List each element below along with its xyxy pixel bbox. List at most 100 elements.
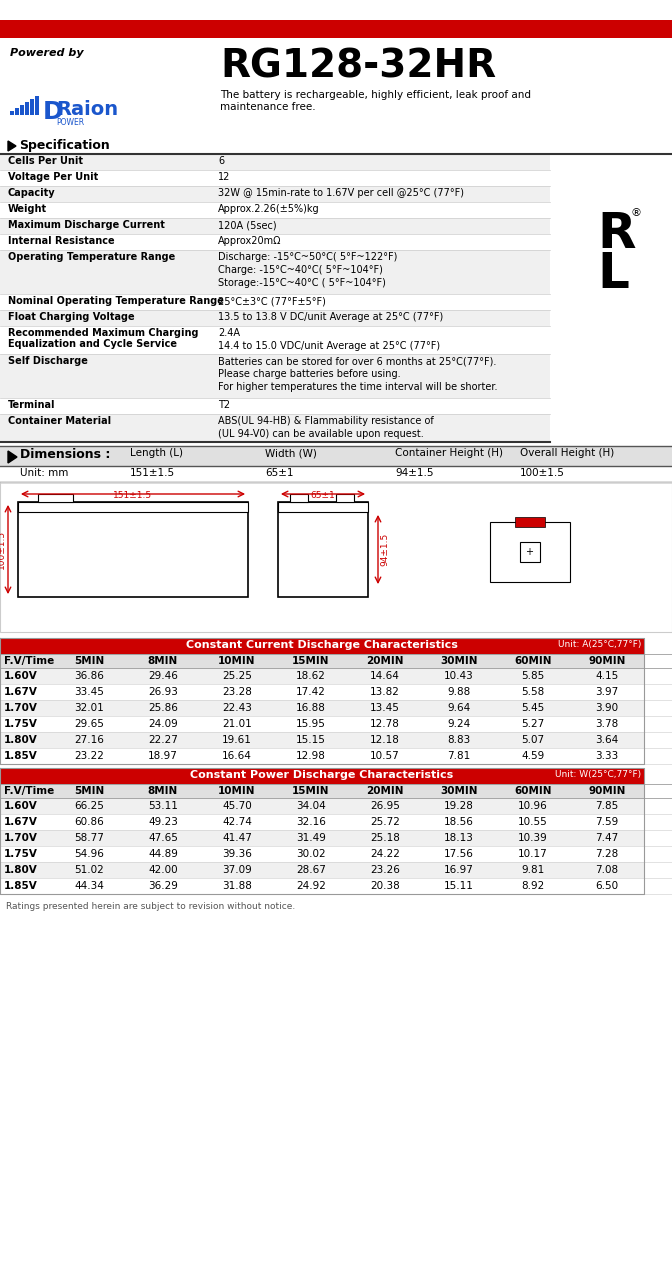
Text: 18.97: 18.97	[148, 751, 178, 762]
Text: Weight: Weight	[8, 204, 47, 214]
Text: Storage:-15°C~40°C ( 5°F~104°F): Storage:-15°C~40°C ( 5°F~104°F)	[218, 278, 386, 288]
Text: 10.57: 10.57	[370, 751, 400, 762]
Text: 94±1.5: 94±1.5	[395, 468, 433, 477]
Text: 18.56: 18.56	[444, 817, 474, 827]
Text: 12: 12	[218, 172, 230, 182]
Text: 36.86: 36.86	[74, 671, 104, 681]
Text: Powered by: Powered by	[10, 47, 83, 58]
Bar	[0, 861, 644, 878]
Bar	[0, 668, 644, 684]
Text: −: −	[525, 558, 533, 568]
Bar	[0, 234, 550, 250]
Text: Raion: Raion	[56, 100, 118, 119]
Text: Approx.2.26(±5%)kg: Approx.2.26(±5%)kg	[218, 204, 320, 214]
Text: 25.25: 25.25	[222, 671, 252, 681]
Text: 7.28: 7.28	[595, 849, 619, 859]
Text: 29.65: 29.65	[74, 719, 104, 730]
Text: 4.59: 4.59	[521, 751, 544, 762]
Bar	[0, 218, 550, 234]
Text: 12.18: 12.18	[370, 735, 400, 745]
Text: F.V/Time: F.V/Time	[4, 786, 54, 796]
Text: Voltage Per Unit: Voltage Per Unit	[8, 172, 98, 182]
Bar	[20, 105, 24, 115]
Text: Length (L): Length (L)	[130, 448, 183, 458]
Bar	[0, 878, 644, 893]
Bar	[0, 138, 672, 154]
Bar	[515, 517, 545, 527]
Text: (UL 94-V0) can be available upon request.: (UL 94-V0) can be available upon request…	[218, 429, 424, 439]
Text: 25.86: 25.86	[148, 703, 178, 713]
Text: 1.85V: 1.85V	[4, 881, 38, 891]
Text: 36.29: 36.29	[148, 881, 178, 891]
Text: 24.22: 24.22	[370, 849, 400, 859]
Bar	[0, 38, 672, 183]
Text: ABS(UL 94-HB) & Flammability resistance of: ABS(UL 94-HB) & Flammability resistance …	[218, 416, 433, 426]
Text: 7.85: 7.85	[595, 801, 619, 812]
Bar	[0, 846, 644, 861]
Text: 5.45: 5.45	[521, 703, 544, 713]
Text: 19.28: 19.28	[444, 801, 474, 812]
Text: 15MIN: 15MIN	[292, 655, 330, 666]
Bar	[0, 483, 672, 632]
Bar	[0, 355, 550, 398]
Text: T2: T2	[218, 399, 230, 410]
Text: The battery is rechargeable, highly efficient, leak proof and
maintenance free.: The battery is rechargeable, highly effi…	[220, 90, 531, 111]
Text: Ratings presented herein are subject to revision without notice.: Ratings presented herein are subject to …	[6, 902, 295, 911]
Bar	[0, 294, 550, 310]
Polygon shape	[8, 141, 16, 151]
Text: 13.82: 13.82	[370, 687, 400, 698]
Text: 21.01: 21.01	[222, 719, 252, 730]
Text: 39.36: 39.36	[222, 849, 252, 859]
Text: 2.4A: 2.4A	[218, 328, 240, 338]
Text: F.V/Time: F.V/Time	[4, 655, 54, 666]
Text: 31.49: 31.49	[296, 833, 326, 844]
Text: Capacity: Capacity	[8, 188, 56, 198]
Text: 30MIN: 30MIN	[440, 786, 478, 796]
Text: 13.5 to 13.8 V DC/unit Average at 25°C (77°F): 13.5 to 13.8 V DC/unit Average at 25°C (…	[218, 312, 444, 323]
Bar	[0, 829, 644, 846]
Text: 47.65: 47.65	[148, 833, 178, 844]
Text: 34.04: 34.04	[296, 801, 326, 812]
Text: 32.16: 32.16	[296, 817, 326, 827]
Bar	[278, 502, 368, 512]
Text: 3.64: 3.64	[595, 735, 619, 745]
Text: 45.70: 45.70	[222, 801, 252, 812]
Text: For higher temperatures the time interval will be shorter.: For higher temperatures the time interva…	[218, 381, 497, 392]
Text: 65±1: 65±1	[265, 468, 294, 477]
Text: 15.95: 15.95	[296, 719, 326, 730]
Bar	[0, 202, 550, 218]
Bar	[0, 748, 644, 764]
Text: 53.11: 53.11	[148, 801, 178, 812]
Text: 9.24: 9.24	[448, 719, 470, 730]
Text: 51.02: 51.02	[74, 865, 104, 876]
Text: 20.38: 20.38	[370, 881, 400, 891]
Text: 1.67V: 1.67V	[4, 687, 38, 698]
Text: 1.60V: 1.60V	[4, 801, 38, 812]
Text: Overall Height (H): Overall Height (H)	[520, 448, 614, 458]
Text: 151±1.5: 151±1.5	[114, 492, 153, 500]
Text: Charge: -15°C~40°C( 5°F~104°F): Charge: -15°C~40°C( 5°F~104°F)	[218, 265, 383, 275]
Text: 8.92: 8.92	[521, 881, 544, 891]
Text: 24.92: 24.92	[296, 881, 326, 891]
Bar	[18, 502, 248, 596]
Bar	[520, 541, 540, 562]
Text: 18.13: 18.13	[444, 833, 474, 844]
Text: 60MIN: 60MIN	[514, 655, 552, 666]
Bar	[18, 502, 248, 512]
Text: 8MIN: 8MIN	[148, 655, 178, 666]
Text: 5MIN: 5MIN	[74, 655, 104, 666]
Text: Equalization and Cycle Service: Equalization and Cycle Service	[8, 339, 177, 349]
Text: Internal Resistance: Internal Resistance	[8, 236, 115, 246]
Text: 3.90: 3.90	[595, 703, 618, 713]
Text: 27.16: 27.16	[74, 735, 104, 745]
Text: 3.78: 3.78	[595, 719, 619, 730]
Text: 94±1.5: 94±1.5	[380, 532, 389, 566]
Text: 26.93: 26.93	[148, 687, 178, 698]
Text: Unit: W(25°C,77°F): Unit: W(25°C,77°F)	[555, 771, 641, 780]
Bar	[0, 154, 550, 170]
Text: 44.89: 44.89	[148, 849, 178, 859]
Text: 9.81: 9.81	[521, 865, 544, 876]
Text: 12.98: 12.98	[296, 751, 326, 762]
Text: 23.22: 23.22	[74, 751, 104, 762]
Text: 60MIN: 60MIN	[514, 786, 552, 796]
